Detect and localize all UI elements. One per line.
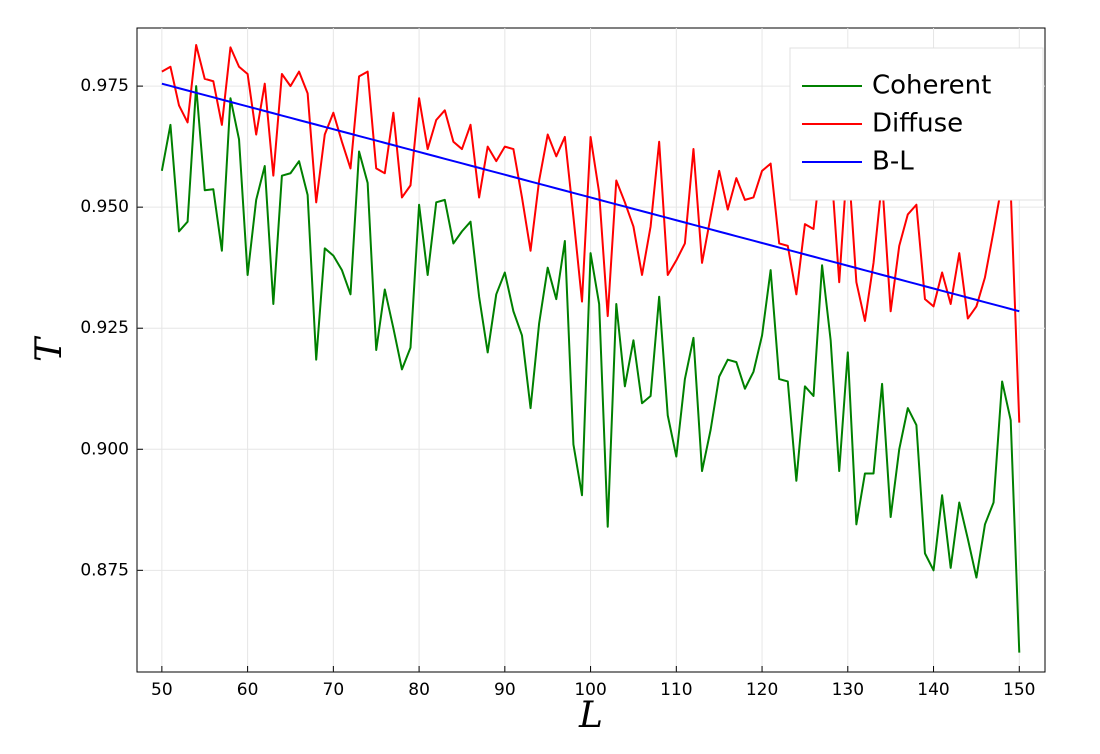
data-line bbox=[160, 85, 1021, 653]
x-tick-label: 130 bbox=[832, 680, 864, 700]
x-tick-label: 140 bbox=[917, 680, 949, 700]
x-tick-label: 120 bbox=[746, 680, 778, 700]
x-tick-label: 90 bbox=[494, 680, 516, 700]
x-tick-label: 150 bbox=[1003, 680, 1035, 700]
x-tick-label: 60 bbox=[237, 680, 259, 700]
x-tick-label: 110 bbox=[660, 680, 692, 700]
data-line bbox=[161, 43, 1021, 423]
legend-label: Diffuse bbox=[872, 109, 963, 139]
x-tick-label: 50 bbox=[151, 680, 173, 700]
y-tick-label: 0.925 bbox=[80, 318, 129, 338]
legend-label: Coherent bbox=[872, 71, 991, 101]
y-axis-title: T bbox=[29, 335, 70, 362]
y-tick-label: 0.975 bbox=[80, 76, 129, 96]
y-tick-label: 0.875 bbox=[80, 560, 129, 580]
data-line bbox=[161, 82, 1020, 313]
y-tick-label: 0.950 bbox=[80, 197, 129, 217]
legend-label: B-L bbox=[872, 147, 914, 177]
x-tick-label: 100 bbox=[574, 680, 606, 700]
x-tick-label: 70 bbox=[323, 680, 345, 700]
y-tick-label: 0.900 bbox=[80, 439, 129, 459]
x-tick-label: 80 bbox=[408, 680, 430, 700]
x-axis-title: L bbox=[578, 695, 603, 736]
